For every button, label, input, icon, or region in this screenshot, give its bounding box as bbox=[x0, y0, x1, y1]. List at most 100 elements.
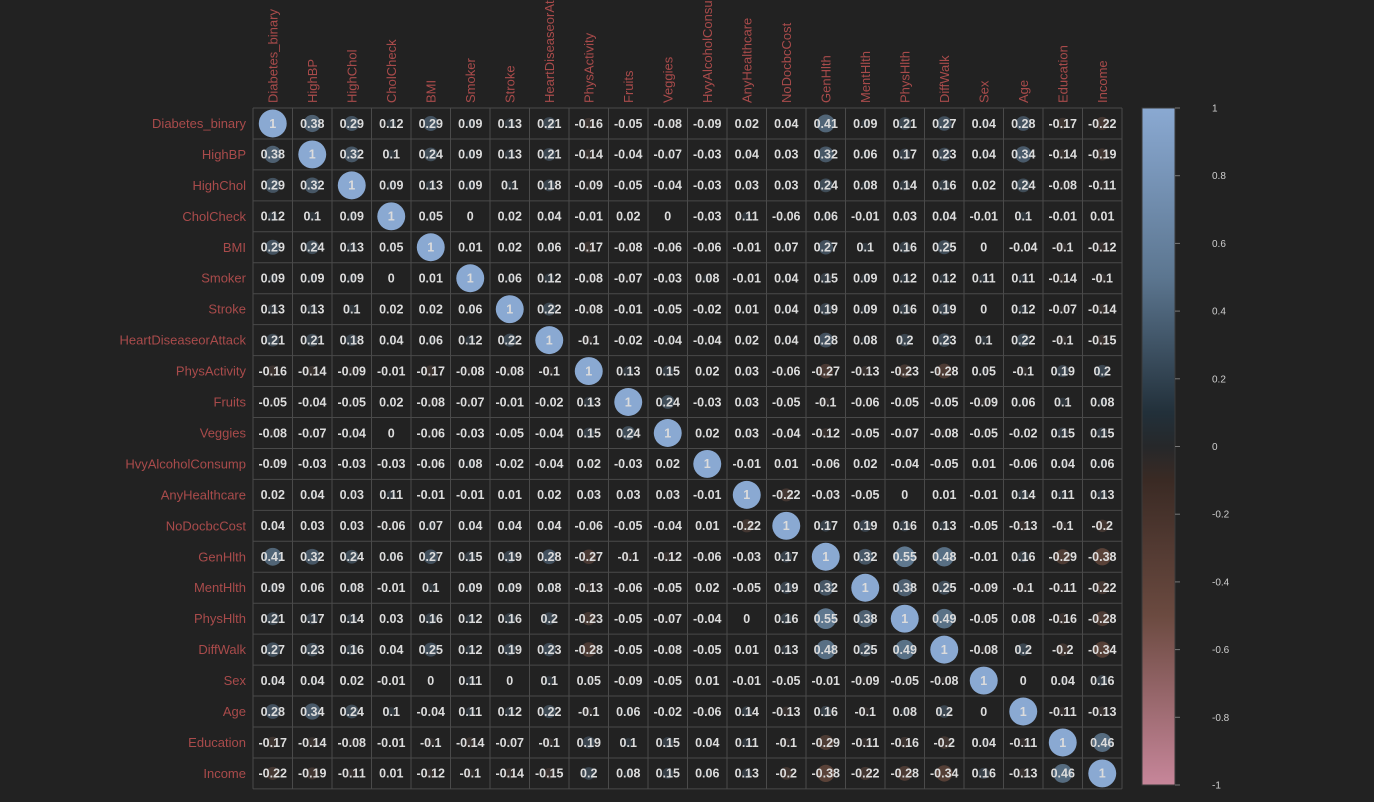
correlation-circle bbox=[783, 275, 790, 282]
correlation-circle bbox=[389, 586, 393, 590]
correlation-value-label: -0.08 bbox=[654, 643, 683, 657]
correlation-circle bbox=[982, 493, 986, 497]
correlation-value-label: 0.06 bbox=[1090, 457, 1114, 471]
correlation-circle bbox=[1057, 149, 1068, 160]
correlation-circle bbox=[386, 707, 396, 716]
correlation-value-label: 0.02 bbox=[695, 426, 719, 440]
correlation-circle bbox=[625, 522, 632, 529]
correlation-value-label: 0.02 bbox=[972, 179, 996, 193]
correlation-value-label: 0.05 bbox=[577, 674, 601, 688]
correlation-circle bbox=[745, 276, 749, 280]
correlation-circle bbox=[703, 770, 711, 777]
correlation-value-label: 0.11 bbox=[458, 674, 482, 688]
correlation-value-label: 0.12 bbox=[1011, 302, 1035, 316]
correlation-value-label: -0.06 bbox=[1009, 457, 1038, 471]
correlation-value-label: -0.03 bbox=[338, 457, 367, 471]
correlation-value-label: 0.19 bbox=[774, 581, 798, 595]
correlation-value-label: 0.25 bbox=[932, 241, 956, 255]
correlation-value-label: -0.1 bbox=[1012, 581, 1034, 595]
correlation-circle bbox=[266, 612, 280, 626]
correlation-circle bbox=[781, 706, 792, 717]
correlation-circle bbox=[653, 419, 682, 447]
correlation-circle bbox=[307, 211, 317, 221]
correlation-value-label: -0.08 bbox=[654, 117, 683, 131]
correlation-circle bbox=[1056, 364, 1069, 378]
correlation-value-label: 0.1 bbox=[620, 736, 637, 750]
correlation-circle bbox=[704, 646, 711, 653]
correlation-circle bbox=[495, 295, 524, 324]
correlation-circle bbox=[782, 243, 790, 251]
row-label: HighChol bbox=[193, 178, 247, 193]
correlation-value-label: 0.21 bbox=[261, 612, 285, 626]
correlation-circle bbox=[266, 736, 279, 749]
correlation-value-label: 0.46 bbox=[1051, 767, 1075, 781]
correlation-circle bbox=[427, 213, 434, 220]
correlation-value-label: -0.19 bbox=[298, 767, 327, 781]
correlation-circle bbox=[1018, 273, 1028, 283]
correlation-circle bbox=[980, 522, 987, 529]
correlation-circle bbox=[704, 615, 711, 622]
correlation-value-label: 0.04 bbox=[537, 519, 561, 533]
correlation-value-label: 0.04 bbox=[261, 519, 285, 533]
correlation-value-label: 0.01 bbox=[735, 643, 759, 657]
correlation-value-label: -0.38 bbox=[812, 767, 841, 781]
correlation-circle bbox=[505, 367, 514, 376]
correlation-value-label: 1 bbox=[506, 302, 513, 316]
correlation-value-label: 0.1 bbox=[383, 148, 400, 162]
correlation-value-label: 0.1 bbox=[501, 179, 518, 193]
correlation-circle bbox=[861, 676, 870, 685]
correlation-value-label: 0.16 bbox=[814, 705, 838, 719]
correlation-circle bbox=[811, 542, 840, 571]
correlation-circle bbox=[1059, 305, 1067, 313]
correlation-circle bbox=[693, 449, 722, 478]
correlation-circle bbox=[899, 520, 911, 532]
correlation-circle bbox=[307, 365, 318, 377]
correlation-value-label: 0.04 bbox=[695, 736, 719, 750]
correlation-value-label: -0.03 bbox=[693, 395, 722, 409]
correlation-circle bbox=[269, 523, 276, 529]
correlation-value-label: 0.02 bbox=[616, 210, 640, 224]
correlation-circle bbox=[782, 212, 790, 220]
correlation-circle bbox=[980, 615, 987, 622]
correlation-circle bbox=[389, 400, 394, 405]
column-label: Veggies bbox=[660, 56, 675, 103]
correlation-circle bbox=[1048, 728, 1077, 757]
correlation-circle bbox=[818, 734, 834, 751]
correlation-circle bbox=[859, 519, 872, 532]
correlation-circle bbox=[267, 365, 279, 377]
correlation-circle bbox=[1015, 146, 1032, 163]
correlation-circle bbox=[1098, 398, 1107, 406]
correlation-circle bbox=[824, 679, 828, 682]
correlation-value-label: 0.12 bbox=[379, 117, 403, 131]
correlation-value-label: 0.06 bbox=[537, 241, 561, 255]
correlation-circle bbox=[426, 398, 435, 406]
correlation-value-label: 0.04 bbox=[300, 488, 324, 502]
correlation-value-label: 0.13 bbox=[774, 643, 798, 657]
correlation-circle bbox=[468, 245, 472, 249]
correlation-value-label: -0.08 bbox=[1049, 179, 1078, 193]
correlation-circle bbox=[1097, 303, 1108, 315]
correlation-value-label: -0.14 bbox=[1088, 302, 1117, 316]
correlation-value-label: 0.1 bbox=[975, 333, 992, 347]
correlation-circle bbox=[265, 704, 281, 719]
correlation-value-label: 0.06 bbox=[379, 550, 403, 564]
correlation-circle bbox=[941, 213, 948, 220]
correlation-value-label: 0.08 bbox=[853, 333, 877, 347]
correlation-value-label: -0.02 bbox=[496, 457, 525, 471]
correlation-value-label: 0.23 bbox=[932, 148, 956, 162]
correlation-circle bbox=[823, 492, 829, 498]
row-label: NoDocbcCost bbox=[166, 518, 247, 533]
correlation-value-label: -0.06 bbox=[614, 581, 643, 595]
correlation-circle bbox=[423, 147, 438, 162]
correlation-value-label: -0.01 bbox=[733, 457, 762, 471]
correlation-value-label: 0.03 bbox=[774, 179, 798, 193]
correlation-circle bbox=[466, 367, 475, 376]
correlation-value-label: 0.21 bbox=[537, 117, 561, 131]
correlation-circle bbox=[543, 179, 556, 192]
correlation-circle bbox=[582, 767, 595, 780]
correlation-value-label: -0.13 bbox=[1088, 705, 1117, 719]
correlation-circle bbox=[348, 398, 355, 406]
correlation-circle bbox=[584, 335, 594, 345]
correlation-circle bbox=[1096, 427, 1108, 439]
